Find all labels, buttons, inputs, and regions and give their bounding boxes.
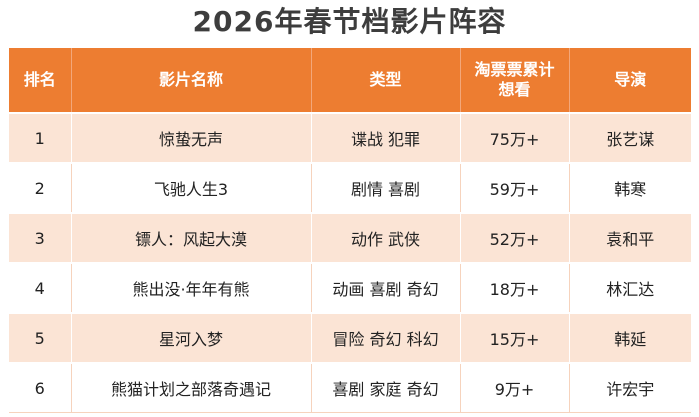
genre-cell: 剧情 喜剧 — [310, 162, 460, 213]
director-cell: 韩延 — [568, 312, 691, 363]
film-cell: 星河入梦 — [70, 312, 311, 363]
table-row: 6 熊猫计划之部落奇遇记 喜剧 家庭 奇幻 9万+ 许宏宇 — [9, 362, 691, 413]
director-cell: 袁和平 — [568, 212, 691, 263]
column-header-genre: 类型 — [310, 48, 460, 113]
film-cell: 飞驰人生3 — [70, 162, 311, 213]
want-cell: 15万+ — [459, 312, 569, 363]
want-cell: 59万+ — [459, 162, 569, 213]
director-cell: 许宏宇 — [568, 362, 691, 413]
want-cell: 52万+ — [459, 212, 569, 263]
table-row: 1 惊蛰无声 谍战 犯罪 75万+ 张艺谋 — [9, 112, 691, 163]
want-cell: 9万+ — [459, 362, 569, 413]
table-row: 4 熊出没·年年有熊 动画 喜剧 奇幻 18万+ 林汇达 — [9, 262, 691, 313]
genre-cell: 冒险 奇幻 科幻 — [310, 312, 460, 363]
rank-cell: 3 — [9, 212, 71, 263]
table-header-row: 排名 影片名称 类型 淘票票累计想看 导演 — [9, 48, 691, 113]
rank-cell: 1 — [9, 112, 71, 163]
column-header-want: 淘票票累计想看 — [459, 48, 569, 113]
film-cell: 熊出没·年年有熊 — [70, 262, 311, 313]
column-header-film: 影片名称 — [70, 48, 311, 113]
director-cell: 韩寒 — [568, 162, 691, 213]
column-header-want-text: 淘票票累计想看 — [474, 60, 555, 99]
genre-cell: 喜剧 家庭 奇幻 — [310, 362, 460, 413]
genre-cell: 动作 武侠 — [310, 212, 460, 263]
genre-cell: 动画 喜剧 奇幻 — [310, 262, 460, 313]
film-cell: 惊蛰无声 — [70, 112, 311, 163]
column-header-director: 导演 — [568, 48, 691, 113]
director-cell: 林汇达 — [568, 262, 691, 313]
page-title: 2026年春节档影片阵容 — [192, 5, 507, 38]
film-cell: 熊猫计划之部落奇遇记 — [70, 362, 311, 413]
rank-cell: 6 — [9, 362, 71, 413]
table-row: 5 星河入梦 冒险 奇幻 科幻 15万+ 韩延 — [9, 312, 691, 363]
table-row: 2 飞驰人生3 剧情 喜剧 59万+ 韩寒 — [9, 162, 691, 213]
film-lineup-table: 排名 影片名称 类型 淘票票累计想看 导演 1 惊蛰无声 谍战 犯罪 75万+ … — [9, 48, 691, 413]
director-cell: 张艺谋 — [568, 112, 691, 163]
column-header-rank: 排名 — [9, 48, 71, 113]
rank-cell: 4 — [9, 262, 71, 313]
rank-cell: 5 — [9, 312, 71, 363]
film-cell: 镖人：风起大漠 — [70, 212, 311, 263]
table-row: 3 镖人：风起大漠 动作 武侠 52万+ 袁和平 — [9, 212, 691, 263]
want-cell: 18万+ — [459, 262, 569, 313]
want-cell: 75万+ — [459, 112, 569, 163]
rank-cell: 2 — [9, 162, 71, 213]
genre-cell: 谍战 犯罪 — [310, 112, 460, 163]
